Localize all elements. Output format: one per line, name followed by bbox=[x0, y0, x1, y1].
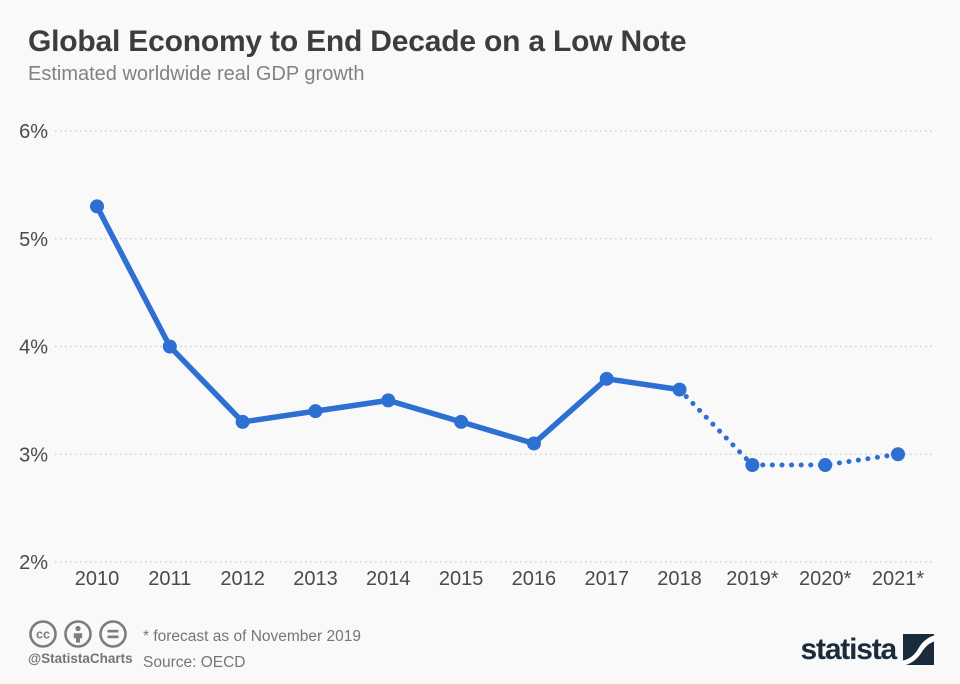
data-point bbox=[891, 447, 905, 462]
statista-charts-handle: @StatistaCharts bbox=[28, 651, 133, 666]
statista-logo-mark bbox=[903, 634, 934, 665]
x-tick-label: 2019* bbox=[726, 568, 778, 590]
y-tick-label: 3% bbox=[19, 444, 48, 466]
x-tick-label: 2013 bbox=[293, 568, 338, 590]
data-point bbox=[454, 414, 469, 429]
x-tick-label: 2020* bbox=[799, 568, 851, 590]
chart-title: Global Economy to End Decade on a Low No… bbox=[28, 25, 687, 58]
statista-wordmark: statista bbox=[800, 632, 898, 666]
x-tick-label: 2016 bbox=[512, 568, 557, 590]
data-point bbox=[162, 339, 177, 354]
data-point bbox=[235, 414, 250, 429]
x-tick-label: 2017 bbox=[584, 568, 629, 590]
statista-logo[interactable]: statista bbox=[801, 634, 934, 665]
y-tick-label: 2% bbox=[19, 552, 48, 574]
svg-text:cc: cc bbox=[36, 628, 50, 642]
cc-icon[interactable]: cc bbox=[28, 619, 58, 649]
data-point bbox=[745, 458, 760, 473]
y-tick-label: 6% bbox=[19, 121, 48, 143]
cc-license-icons[interactable]: cc bbox=[28, 619, 128, 649]
attribution-icon[interactable] bbox=[63, 619, 93, 649]
data-point bbox=[599, 371, 614, 386]
source-note: Source: OECD bbox=[143, 654, 246, 671]
forecast-footnote: * forecast as of November 2019 bbox=[143, 628, 361, 645]
chart-notes: * forecast as of November 2019 Source: O… bbox=[143, 624, 361, 676]
data-point bbox=[90, 199, 104, 214]
x-tick-label: 2010 bbox=[75, 568, 120, 590]
x-tick-label: 2014 bbox=[366, 568, 411, 590]
data-point bbox=[672, 382, 687, 397]
x-tick-label: 2011 bbox=[148, 568, 191, 590]
x-tick-label: 2018 bbox=[657, 568, 702, 590]
x-tick-label: 2021* bbox=[872, 568, 924, 590]
equal-icon[interactable] bbox=[98, 619, 128, 649]
x-tick-label: 2012 bbox=[220, 568, 265, 590]
data-point bbox=[526, 436, 541, 451]
data-point bbox=[308, 404, 323, 419]
chart-subtitle: Estimated worldwide real GDP growth bbox=[28, 63, 365, 85]
data-point bbox=[818, 458, 833, 473]
x-tick-label: 2015 bbox=[439, 568, 484, 590]
y-tick-label: 4% bbox=[19, 337, 48, 359]
data-point bbox=[381, 393, 396, 408]
y-tick-label: 5% bbox=[19, 229, 48, 251]
gdp-line-solid bbox=[94, 203, 683, 447]
